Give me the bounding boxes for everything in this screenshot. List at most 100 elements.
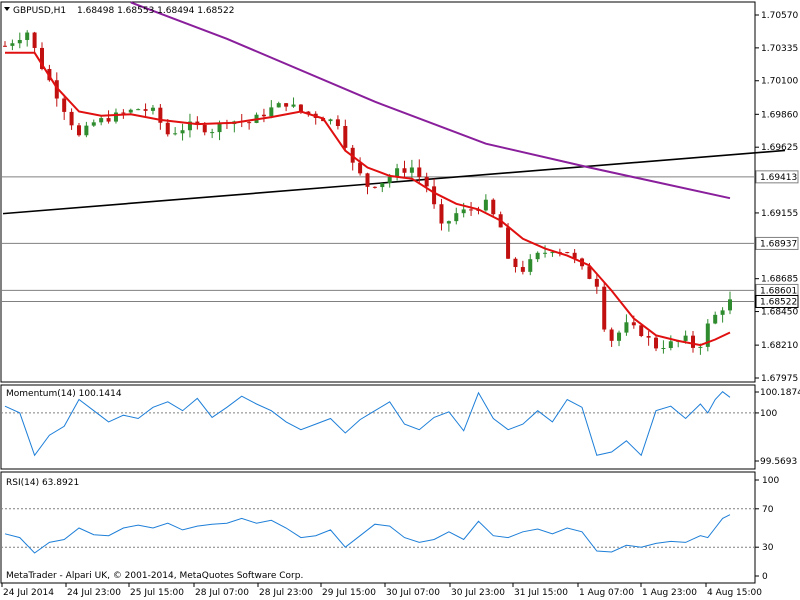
candle-body <box>291 104 296 107</box>
momentum-title: Momentum(14) 100.1414 <box>6 389 122 399</box>
rsi-tick-label-3: 0 <box>762 572 768 582</box>
time-tick-label-6: 30 Jul 07:00 <box>386 588 440 598</box>
candle-body <box>261 114 266 117</box>
price-tick-label-8: 1.68685 <box>761 275 798 285</box>
candle-body <box>306 111 311 114</box>
rsi-series <box>1 508 755 554</box>
rsi-axis: 100 70 30 0 <box>755 476 779 582</box>
candle-body <box>409 167 414 173</box>
price-tick-label-11: 1.67975 <box>761 374 798 384</box>
panel-frame-0 <box>0 1 756 383</box>
candle-body <box>594 278 599 287</box>
symbol-header: GBPUSD,H1 1.68498 1.68553 1.68494 1.6852… <box>4 6 234 16</box>
candle-body <box>565 252 570 254</box>
candle-body <box>210 132 215 134</box>
candle-body <box>417 167 422 177</box>
price-tick-label-2: 1.70100 <box>761 77 798 87</box>
candle-body <box>180 130 185 134</box>
rsi-title: RSI(14) 63.8921 <box>6 478 79 488</box>
momentum-tick-label-0: 100.1874 <box>760 388 800 398</box>
time-tick-label-7: 30 Jul 23:00 <box>451 588 505 598</box>
candle-body <box>372 186 377 188</box>
candle-body <box>128 109 133 113</box>
horizontal-levels <box>1 176 755 302</box>
candle-body <box>387 177 392 184</box>
candle-body <box>432 186 437 205</box>
slow-ma-line <box>130 1 731 200</box>
collapse-arrow-icon <box>4 7 10 11</box>
candle-body <box>491 199 496 215</box>
candle-body <box>76 125 81 136</box>
candle-body <box>187 121 192 131</box>
candle-body <box>284 103 289 107</box>
momentum-tick-label-2: 99.5693 <box>760 457 797 467</box>
momentum-tick-label-1: 100 <box>760 409 777 419</box>
candle-body <box>402 168 407 173</box>
candle-body <box>720 310 725 315</box>
candle-body <box>247 122 252 124</box>
current-price-label: 1.68522 <box>760 297 797 307</box>
candle-body <box>587 266 592 279</box>
candle-body <box>513 258 518 268</box>
candle-body <box>91 122 96 126</box>
copyright-text: MetaTrader - Alpari UK, © 2001-2014, Met… <box>6 571 303 581</box>
candle-body <box>424 176 429 187</box>
candle-body <box>365 173 370 187</box>
candle-body <box>646 336 651 338</box>
candle-body <box>298 104 303 112</box>
candle-body <box>469 209 474 211</box>
trendline-segment <box>2 149 786 215</box>
time-tick-label-11: 4 Aug 15:00 <box>707 588 762 598</box>
panel-frame-1 <box>0 384 756 470</box>
price-tick-label-0: 1.70570 <box>761 11 798 21</box>
candle-body <box>528 259 533 272</box>
rsi-tick-label-2: 30 <box>762 543 774 553</box>
time-tick-label-3: 28 Jul 07:00 <box>195 588 249 598</box>
candle-body <box>54 80 59 99</box>
time-tick-label-2: 25 Jul 15:00 <box>130 588 184 598</box>
candle-body <box>639 325 644 337</box>
level-tag-0 <box>755 170 799 184</box>
momentum-panel[interactable]: 100.1874 100 99.5693 Momentum(14) 100.1414 <box>1 388 800 467</box>
candle-body <box>328 119 333 122</box>
rsi-panel[interactable]: 100 70 30 0 RSI(14) 63.8921 MetaTrader - Al… <box>1 476 779 582</box>
candle-body <box>705 323 710 347</box>
candle-body <box>113 112 118 122</box>
candle-body <box>69 111 74 126</box>
panel-frame-2 <box>0 471 756 584</box>
header-symbol: GBPUSD,H1 <box>13 6 66 16</box>
candle-body <box>358 162 363 174</box>
candle-body <box>691 335 696 348</box>
time-tick-label-1: 24 Jul 23:00 <box>67 588 121 598</box>
candle-body <box>217 122 222 133</box>
price-tick-label-4: 1.69625 <box>761 143 798 153</box>
candle-body <box>624 322 629 333</box>
level-tag-1 <box>755 236 799 250</box>
candle-body <box>84 125 89 136</box>
moving-averages <box>5 1 731 347</box>
rsi-tick-label-0: 100 <box>762 476 779 486</box>
candle-body <box>446 221 451 224</box>
candle-body <box>343 125 348 148</box>
candle-body <box>17 39 22 44</box>
candle-body <box>506 227 511 259</box>
price-panel[interactable]: 1.705701.703351.701001.698601.696251.693… <box>1 1 799 384</box>
candle-body <box>202 124 207 133</box>
time-tick-label-5: 29 Jul 15:00 <box>322 588 376 598</box>
fast-ma-line <box>5 51 731 347</box>
candle-body <box>143 109 148 111</box>
price-tick-label-9: 1.68450 <box>761 308 798 318</box>
candle-body <box>3 45 7 47</box>
candle-body <box>150 107 155 111</box>
candle-body <box>535 252 540 260</box>
candles <box>3 30 732 355</box>
candle-body <box>276 103 281 108</box>
current-price-tag <box>755 294 799 308</box>
momentum-line <box>4 391 731 457</box>
candle-body <box>668 341 673 348</box>
candle-body <box>520 267 525 272</box>
price-tick-label-1: 1.70335 <box>761 44 798 54</box>
price-tick-label-10: 1.68210 <box>761 341 798 351</box>
trendline[interactable] <box>2 149 786 215</box>
